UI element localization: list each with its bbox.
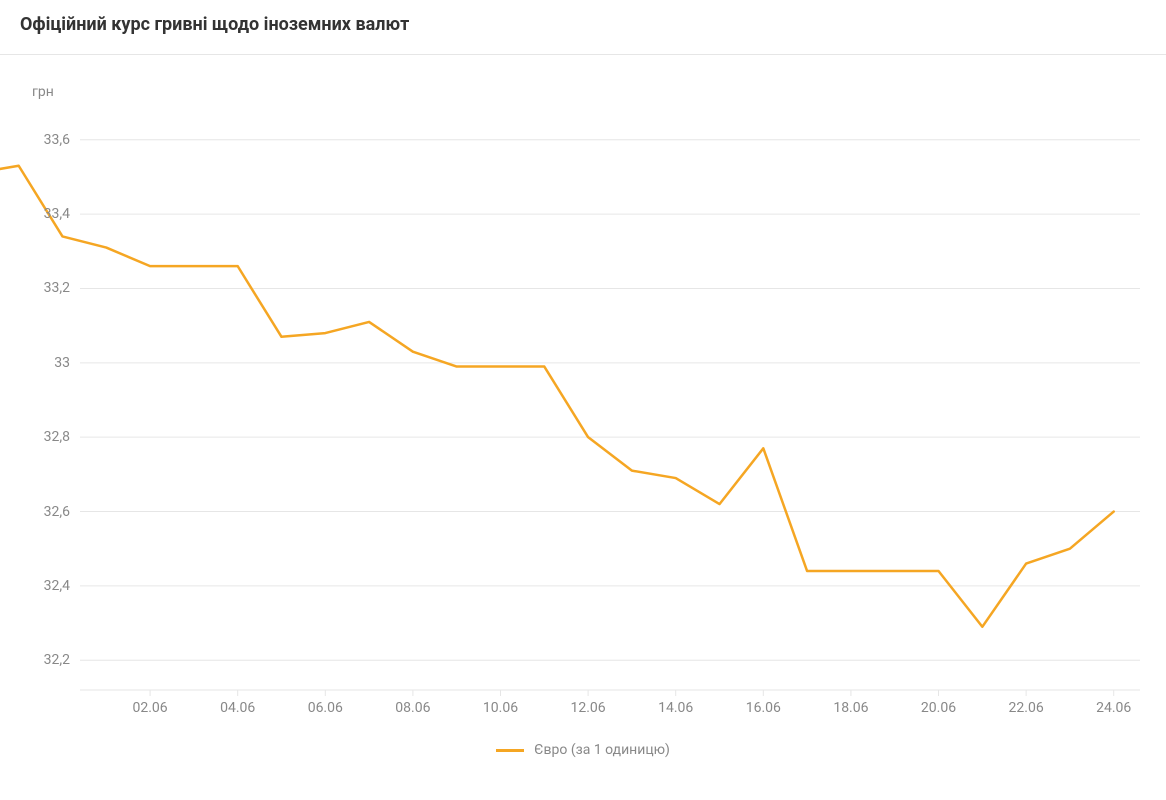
y-tick-label: 32,8 [44, 429, 70, 445]
gridlines [80, 140, 1140, 690]
y-tick-label: 33 [54, 355, 70, 371]
x-tick-marks [150, 690, 1114, 696]
x-tick-label: 12.06 [571, 700, 606, 716]
legend-swatch-euro [496, 749, 524, 752]
legend: Євро (за 1 одиницю) [0, 742, 1166, 758]
x-tick-label: 08.06 [395, 700, 430, 716]
x-tick-label: 20.06 [921, 700, 956, 716]
y-tick-label: 32,6 [44, 504, 70, 520]
x-tick-label: 24.06 [1096, 700, 1131, 716]
x-tick-label: 16.06 [746, 700, 781, 716]
y-axis-unit-label: грн [32, 84, 54, 100]
y-tick-label: 33,4 [44, 206, 70, 222]
y-tick-label: 33,2 [44, 280, 70, 296]
x-tick-label: 04.06 [220, 700, 255, 716]
plot-area [80, 110, 1140, 690]
series-line-euro [0, 166, 1114, 627]
x-tick-label: 22.06 [1009, 700, 1044, 716]
y-tick-label: 32,2 [44, 652, 70, 668]
x-tick-label: 18.06 [833, 700, 868, 716]
y-tick-label: 33,6 [44, 132, 70, 148]
title-divider [0, 54, 1166, 55]
chart-title: Офіційний курс гривні щодо іноземних вал… [20, 14, 409, 35]
x-tick-label: 02.06 [132, 700, 167, 716]
chart-svg [80, 110, 1140, 690]
x-tick-label: 10.06 [483, 700, 518, 716]
legend-label-euro: Євро (за 1 одиницю) [534, 742, 670, 758]
x-tick-label: 14.06 [658, 700, 693, 716]
x-tick-label: 06.06 [308, 700, 343, 716]
chart-page: Офіційний курс гривні щодо іноземних вал… [0, 0, 1166, 800]
y-tick-label: 32,4 [44, 578, 70, 594]
